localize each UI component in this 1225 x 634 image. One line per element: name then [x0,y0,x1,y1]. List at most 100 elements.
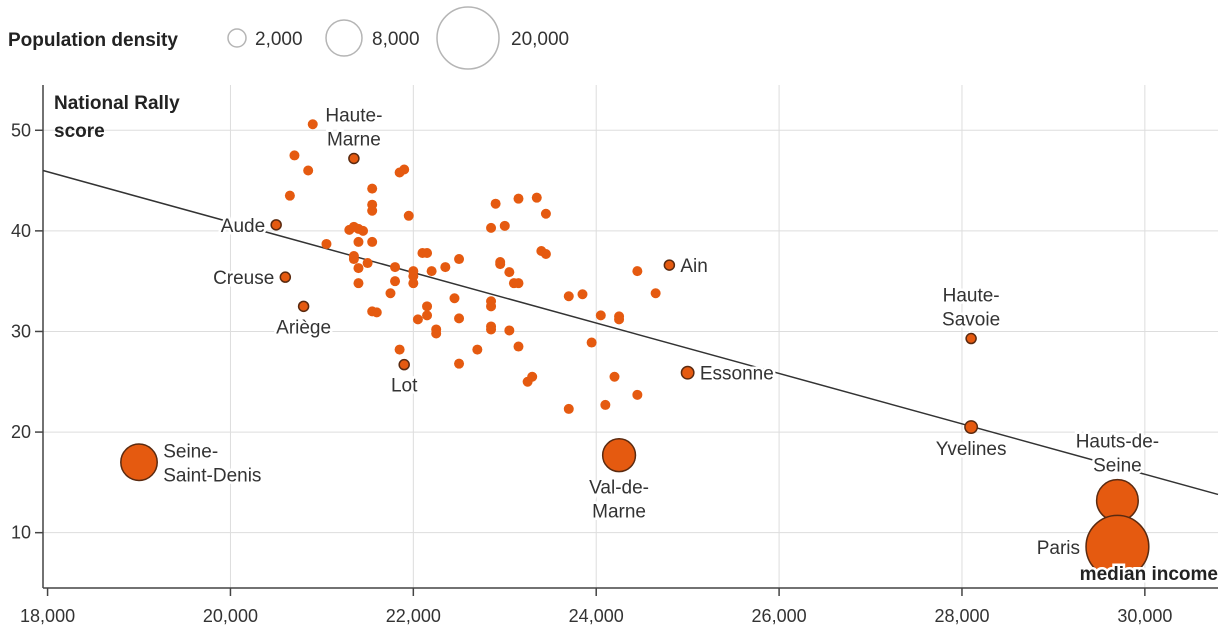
data-point [540,249,551,260]
data-point [472,344,483,355]
data-point [486,222,497,233]
data-point-aude [270,219,282,231]
data-point [412,314,423,325]
data-point [353,236,364,247]
gridlines [43,85,1218,588]
data-point [563,291,574,302]
data-point [504,267,515,278]
data-point [440,262,451,273]
point-label-haute-savoie: Haute- [943,286,1000,307]
point-label-paris: Paris [1037,538,1080,559]
axis-titles: National Rally score median income [54,93,1221,588]
data-point [431,328,442,339]
y-tick-label: 30 [11,321,31,341]
point-label-haute-marne: Haute- [325,105,382,126]
point-label-seine-saint-denis: Saint-Denis [163,465,261,486]
x-axis-title: median income [1080,564,1218,585]
point-label-yvelines: Yvelines [936,439,1007,460]
trendline [42,169,1219,496]
data-point [531,192,542,203]
x-tick-label: 28,000 [934,606,989,626]
point-label-creuse: Creuse [213,268,274,289]
legend-label-medium: 8,000 [372,29,420,50]
x-tick-label: 18,000 [20,606,75,626]
trendline-group [42,169,1219,496]
data-point [353,278,364,289]
data-point-ari-ge [297,300,310,313]
data-point [650,288,661,299]
data-point-paris [1085,514,1150,579]
y-tick-label: 50 [11,120,31,140]
data-point [609,371,620,382]
data-point [513,341,524,352]
point-label-essonne: Essonne [700,364,774,385]
data-point [577,289,588,300]
data-point [408,278,419,289]
point-label-aude: Aude [221,216,265,237]
data-point [422,310,433,321]
data-point [527,371,538,382]
data-point [495,259,506,270]
size-legend: Population density 2,000 8,000 20,000 [8,6,569,70]
legend-title: Population density [8,30,178,51]
data-point [540,208,551,219]
y-tick-label: 20 [11,422,31,442]
data-point [348,254,359,265]
legend-label-small: 2,000 [255,29,303,50]
data-point [486,301,497,312]
data-point [486,324,497,335]
point-label-ain: Ain [680,256,707,277]
data-point [408,271,419,282]
data-point [563,403,574,414]
data-point [595,310,606,321]
point-label-haute-savoie: Savoie [942,310,1000,331]
data-point [321,238,332,249]
data-point-yvelines [964,420,979,434]
y-axis-title-line1: National Rally [54,93,180,114]
data-point [490,198,501,209]
y-tick-label: 10 [11,523,31,543]
data-point [367,236,378,247]
data-point [499,220,510,231]
data-point [454,358,465,369]
data-point-ain [663,259,676,271]
data-point [454,254,465,265]
data-point-haute-marne [348,152,360,165]
data-point [600,399,611,410]
data-point [586,337,597,348]
data-point [614,314,625,325]
data-points [284,119,661,414]
data-point [289,150,300,161]
data-point-essonne [680,365,695,380]
data-point [394,344,405,355]
data-point [307,119,318,130]
data-point [513,193,524,204]
data-point [513,278,524,289]
data-point [504,325,515,336]
legend-circle-medium [325,19,363,57]
data-point [390,276,401,287]
point-label-val-de-marne: Marne [592,502,646,523]
data-point [449,293,460,304]
data-point [632,389,643,400]
data-point [632,266,643,277]
data-point [422,301,433,312]
data-point [390,262,401,273]
axes: 18,000 20,000 22,000 24,000 26,000 28,000 30,0… [11,85,1218,626]
data-point [284,190,295,201]
data-point [399,164,410,175]
y-axis-title-line2: score [54,121,105,142]
point-label-seine-saint-denis: Seine- [163,441,218,462]
x-tick-label: 24,000 [569,606,624,626]
x-tick-label: 30,000 [1117,606,1172,626]
y-tick-label: 40 [11,221,31,241]
data-point [426,266,437,277]
point-label-val-de-marne: Val-de- [589,478,649,499]
x-tick-label: 26,000 [752,606,807,626]
point-label-lot: Lot [391,376,418,397]
point-label-hauts-de-seine: Hauts-de- [1076,432,1159,453]
point-label-haute-marne: Marne [327,129,381,150]
data-point-haute-savoie [965,332,977,345]
data-point [454,313,465,324]
